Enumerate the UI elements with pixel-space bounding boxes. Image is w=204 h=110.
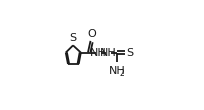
Text: NH: NH xyxy=(100,48,117,58)
Text: S: S xyxy=(70,33,77,43)
Text: NH: NH xyxy=(90,48,107,58)
Text: S: S xyxy=(126,48,134,58)
Text: 2: 2 xyxy=(119,69,124,78)
Text: NH: NH xyxy=(109,66,125,76)
Text: O: O xyxy=(87,29,96,39)
